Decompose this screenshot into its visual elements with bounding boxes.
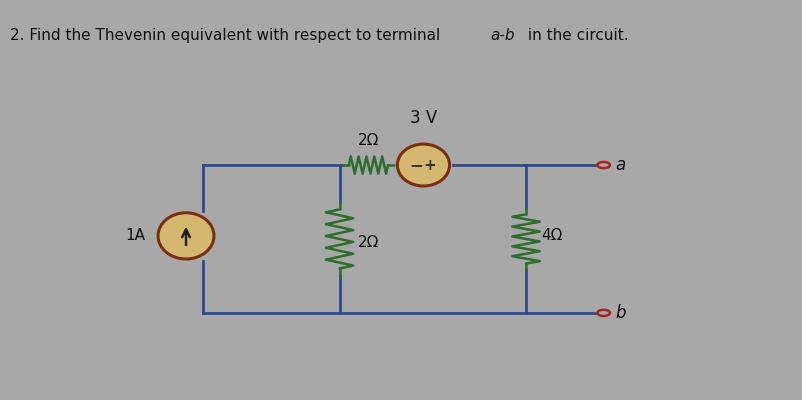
- Text: 2. Find the Thevenin equivalent with respect to terminal: 2. Find the Thevenin equivalent with res…: [10, 28, 445, 43]
- Text: +: +: [423, 158, 436, 172]
- Ellipse shape: [158, 213, 214, 259]
- Text: 4Ω: 4Ω: [541, 228, 563, 243]
- Text: 1A: 1A: [126, 228, 146, 243]
- Circle shape: [597, 162, 610, 168]
- Text: in the circuit.: in the circuit.: [523, 28, 629, 43]
- Text: 2Ω: 2Ω: [358, 133, 379, 148]
- Circle shape: [597, 310, 610, 316]
- Text: a-b: a-b: [491, 28, 516, 43]
- Text: 2Ω: 2Ω: [358, 234, 379, 250]
- Text: a: a: [615, 156, 625, 174]
- Text: 3 V: 3 V: [410, 109, 437, 127]
- Text: −: −: [409, 156, 423, 174]
- Ellipse shape: [397, 144, 450, 186]
- Text: b: b: [615, 304, 626, 322]
